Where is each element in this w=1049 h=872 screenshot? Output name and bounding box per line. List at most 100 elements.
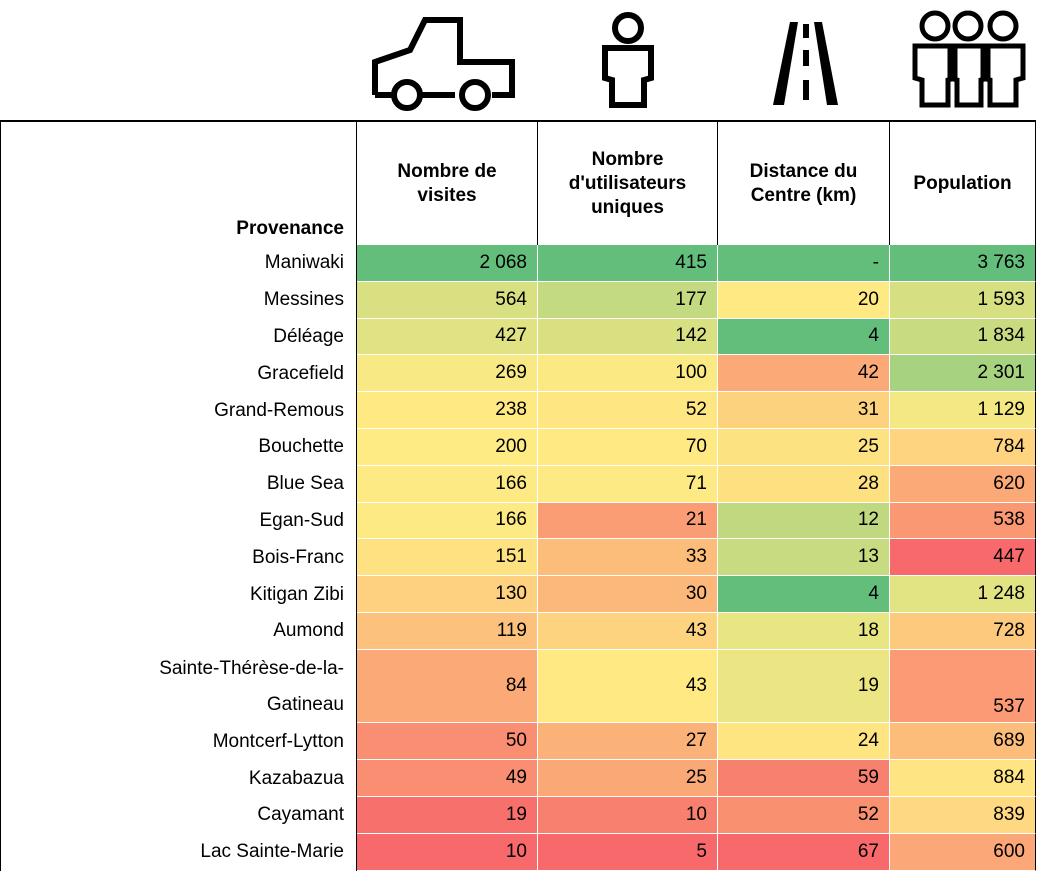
value-cell: 71 <box>538 465 718 503</box>
value-cell: 427 <box>357 318 538 356</box>
value-text: 238 <box>495 399 527 421</box>
provenance-text: Cayamant <box>257 804 344 826</box>
value-cell: 50 <box>357 723 538 761</box>
header-text: visites <box>417 184 477 206</box>
value-text: 2 068 <box>479 251 527 273</box>
provenance-cell: Kitigan Zibi <box>0 576 357 613</box>
value-text: 3 763 <box>977 251 1025 273</box>
value-text: 5 <box>696 840 707 862</box>
value-cell: 100 <box>538 355 718 393</box>
value-cell: 12 <box>718 502 890 540</box>
provenance-text: Egan-Sud <box>259 509 344 531</box>
value-text: 269 <box>495 362 527 384</box>
value-text: 427 <box>495 325 527 347</box>
value-text: 33 <box>685 546 707 568</box>
value-cell: 177 <box>538 281 718 319</box>
header-cell: Provenance <box>0 120 357 245</box>
value-text: 415 <box>675 251 707 273</box>
value-text: 70 <box>685 435 707 457</box>
value-text: 689 <box>993 730 1025 752</box>
value-cell: 166 <box>357 502 538 540</box>
value-text: 19 <box>505 803 527 825</box>
value-cell: 2 068 <box>357 245 538 282</box>
value-text: 1 248 <box>977 583 1025 605</box>
value-text: 43 <box>685 619 707 641</box>
value-cell: 52 <box>538 392 718 429</box>
value-cell: 447 <box>890 539 1036 577</box>
provenance-cell: Gracefield <box>0 355 357 393</box>
provenance-cell: Montcerf-Lytton <box>0 723 357 761</box>
header-text: Nombre de <box>397 160 497 182</box>
value-text: 4 <box>868 583 879 605</box>
provenance-text: Kitigan Zibi <box>250 583 344 605</box>
value-text: 839 <box>993 803 1025 825</box>
provenance-cell: Bois-Franc <box>0 539 357 577</box>
header-cell: Distance du Centre (km) <box>718 120 890 245</box>
provenance-cell: Blue Sea <box>0 465 357 503</box>
value-text: 31 <box>857 399 879 421</box>
value-cell: 2 301 <box>890 355 1036 393</box>
value-text: 1 129 <box>977 399 1025 421</box>
value-cell: 142 <box>538 318 718 356</box>
provenance-cell: Bouchette <box>0 429 357 466</box>
provenance-text: Bouchette <box>258 436 344 458</box>
value-cell: 27 <box>538 723 718 761</box>
value-text: 59 <box>857 767 879 789</box>
value-text: 884 <box>993 767 1025 789</box>
value-text: 600 <box>993 840 1025 862</box>
value-cell: 59 <box>718 760 890 797</box>
value-cell: 28 <box>718 465 890 503</box>
header-cell: Nombre de visites <box>357 120 538 245</box>
value-text: 52 <box>685 399 707 421</box>
value-text: 21 <box>685 509 707 531</box>
value-cell: 21 <box>538 502 718 540</box>
provenance-cell: Sainte-Thérèse-de-la- Gatineau <box>0 649 357 724</box>
value-cell: - <box>718 245 890 282</box>
person-icon <box>602 12 654 108</box>
value-text: 10 <box>505 840 527 862</box>
header-text: Centre (km) <box>750 184 857 206</box>
value-cell: 689 <box>890 723 1036 761</box>
header-text: Nombre <box>591 148 664 170</box>
provenance-cell: Egan-Sud <box>0 502 357 540</box>
value-cell: 119 <box>357 613 538 650</box>
provenance-text: Lac Sainte-Marie <box>200 841 344 863</box>
value-text: 42 <box>857 362 879 384</box>
value-text: 13 <box>857 546 879 568</box>
value-cell: 538 <box>890 502 1036 540</box>
header-text: Population <box>913 172 1012 194</box>
value-cell: 30 <box>538 576 718 613</box>
value-cell: 1 129 <box>890 392 1036 429</box>
value-cell: 4 <box>718 318 890 356</box>
value-text: 43 <box>685 675 707 697</box>
value-cell: 839 <box>890 797 1036 834</box>
value-cell: 728 <box>890 613 1036 650</box>
value-text: 28 <box>857 472 879 494</box>
value-text: 166 <box>495 472 527 494</box>
provenance-text: Sainte-Thérèse-de-la- <box>159 657 344 679</box>
value-cell: 25 <box>718 429 890 466</box>
value-cell: 10 <box>357 833 538 871</box>
value-cell: 151 <box>357 539 538 577</box>
value-text: 784 <box>993 435 1025 457</box>
value-text: 50 <box>505 730 527 752</box>
value-text: 100 <box>675 362 707 384</box>
value-text: 25 <box>685 767 707 789</box>
value-text: 728 <box>993 619 1025 641</box>
header-text: Provenance <box>236 218 344 239</box>
value-cell: 33 <box>538 539 718 577</box>
provenance-cell: Messines <box>0 281 357 319</box>
value-text: 27 <box>685 730 707 752</box>
value-cell: 24 <box>718 723 890 761</box>
value-cell: 31 <box>718 392 890 429</box>
value-text: 24 <box>857 730 879 752</box>
value-cell: 3 763 <box>890 245 1036 282</box>
provenance-cell: Déléage <box>0 318 357 356</box>
value-text: 538 <box>993 509 1025 531</box>
value-text: 1 593 <box>977 288 1025 310</box>
value-cell: 67 <box>718 833 890 871</box>
value-cell: 43 <box>538 649 718 724</box>
header-text: d'utilisateurs <box>568 172 687 194</box>
